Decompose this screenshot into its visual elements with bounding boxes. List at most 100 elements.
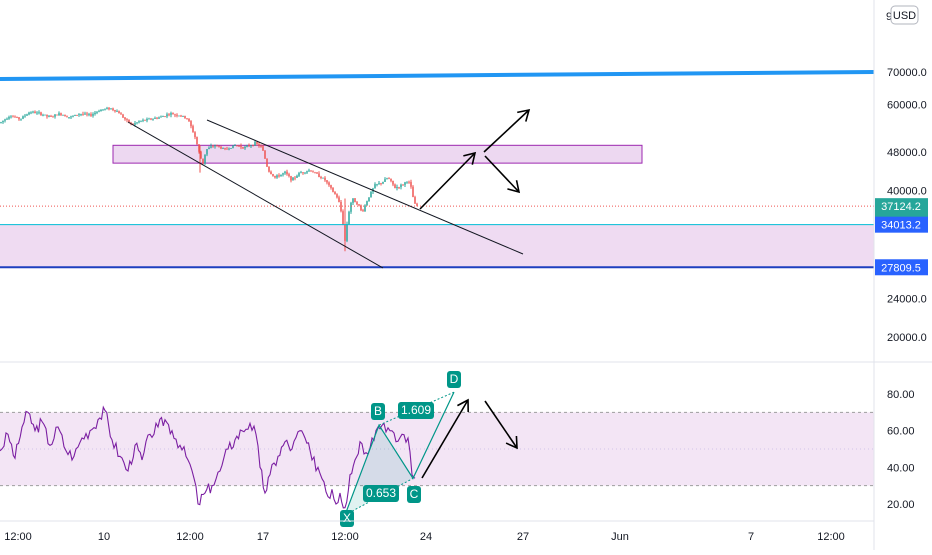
candle [236, 145, 238, 147]
candle [248, 143, 250, 148]
candle [292, 176, 294, 181]
price-pane[interactable] [0, 70, 875, 269]
candle [278, 173, 280, 178]
candle [64, 114, 66, 117]
time-tick-label: 27 [517, 531, 529, 543]
currency-button[interactable]: USD [890, 5, 919, 25]
candle [184, 115, 186, 119]
pattern-point-c[interactable]: C [407, 486, 421, 503]
arrow-up-2[interactable] [483, 108, 531, 153]
price-tick-label: 70000.0 [887, 67, 927, 79]
candle [206, 149, 208, 157]
candle [108, 107, 110, 111]
candle [404, 181, 406, 187]
rsi-pane[interactable]: B C D X 1.609 0.653 [0, 371, 874, 527]
candle [74, 114, 76, 116]
resistance-zone[interactable] [112, 144, 643, 164]
time-axis[interactable]: 12:00 10 12:00 17 12:00 24 27 Jun 7 12:00 [0, 520, 874, 543]
candle [288, 172, 290, 178]
candle [118, 110, 120, 114]
svg-text:C: C [410, 487, 419, 501]
candle [142, 118, 144, 123]
candle [110, 108, 112, 110]
pattern-ratio-bd[interactable]: 1.609 [398, 402, 434, 419]
candle [90, 112, 92, 117]
candle [146, 117, 148, 123]
candle [32, 110, 34, 114]
candle [80, 113, 82, 117]
candle [126, 118, 128, 123]
candle [330, 184, 332, 190]
candle [270, 170, 272, 175]
pattern-ratio-xc[interactable]: 0.653 [363, 485, 399, 502]
price-tick-label: 9 [886, 11, 892, 23]
candle [360, 204, 362, 212]
xabcd-pattern[interactable]: B C D X 1.609 0.653 [340, 371, 518, 527]
candle [114, 109, 116, 113]
svg-text:1.609: 1.609 [401, 403, 431, 417]
pattern-legs[interactable] [344, 391, 455, 516]
candle [220, 145, 222, 150]
time-tick-label: 7 [748, 531, 754, 543]
price-line-badge[interactable]: 27809.5 [875, 259, 928, 276]
arrow-down-1[interactable] [484, 155, 521, 194]
candle [266, 158, 268, 168]
time-tick-label: 24 [420, 531, 432, 543]
candle [272, 173, 274, 177]
candle [366, 200, 368, 206]
support-zone[interactable] [0, 224, 874, 268]
candle [84, 111, 86, 116]
candle [160, 115, 162, 118]
candle [316, 171, 318, 174]
arrow-rsi-down[interactable] [484, 400, 518, 450]
candle [136, 122, 138, 125]
candle [116, 109, 118, 113]
channel-lower-line[interactable] [127, 121, 384, 269]
price-axis[interactable]: 20000.0 24000.0 40000.0 48000.0 60000.0 70000… [873, 0, 928, 550]
candle [258, 142, 260, 148]
candle [4, 118, 6, 123]
candle [214, 144, 216, 149]
candle [122, 113, 124, 119]
candle [328, 181, 330, 187]
candle [102, 109, 104, 111]
time-tick-label: 12:00 [331, 531, 359, 543]
candle [166, 112, 168, 119]
candle [204, 154, 206, 165]
candle [368, 197, 370, 202]
price-line-badge[interactable]: 34013.2 [875, 216, 928, 233]
candle [44, 114, 46, 116]
channel-upper-line[interactable] [206, 119, 524, 255]
candle [254, 139, 256, 147]
candle [52, 115, 54, 118]
arrow-rsi-up[interactable] [421, 398, 470, 479]
resistance-trendline[interactable] [0, 70, 875, 81]
pattern-point-b[interactable]: B [371, 403, 385, 420]
candle [60, 112, 62, 116]
arrow-up-1[interactable] [419, 151, 477, 210]
candle [234, 144, 236, 146]
candle [262, 144, 264, 151]
candle [218, 145, 220, 148]
candle [18, 116, 20, 121]
candle [50, 114, 52, 117]
candle [286, 169, 288, 176]
candle [228, 147, 230, 151]
candle [396, 184, 398, 191]
pattern-point-x[interactable]: X [340, 510, 354, 527]
candle [34, 110, 36, 114]
candle [140, 120, 142, 123]
candle [104, 108, 106, 111]
candle [124, 116, 126, 121]
candle [20, 118, 22, 121]
svg-text:B: B [374, 404, 382, 418]
candle [408, 180, 410, 184]
pattern-point-d[interactable]: D [447, 371, 461, 388]
pattern-ratio-line-xc [344, 477, 414, 516]
candle [72, 115, 74, 118]
pattern-fill [345, 425, 413, 515]
drawing-layer[interactable] [127, 108, 531, 269]
candle [196, 136, 198, 145]
svg-text:D: D [450, 372, 459, 386]
